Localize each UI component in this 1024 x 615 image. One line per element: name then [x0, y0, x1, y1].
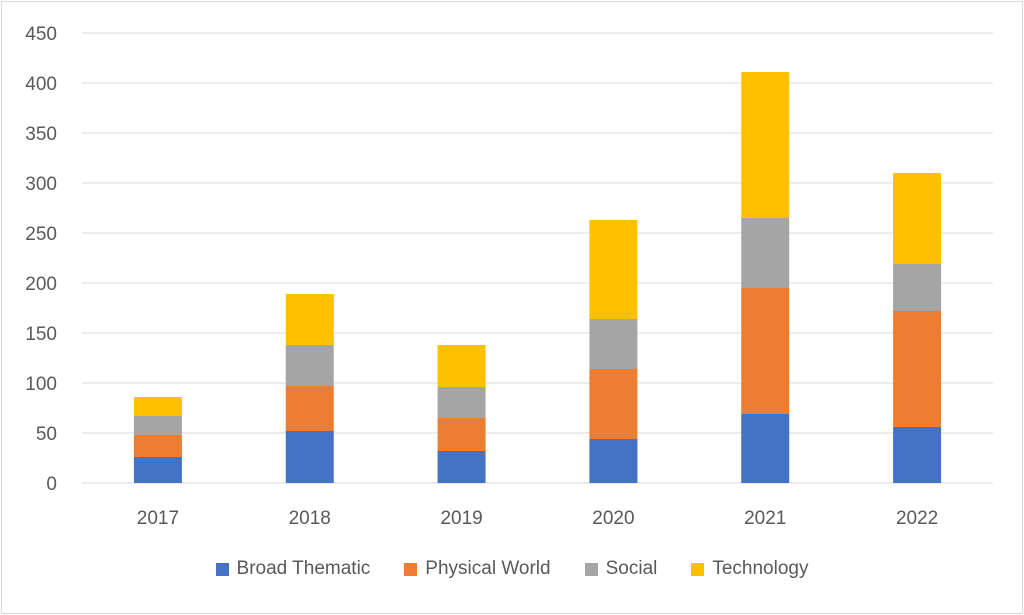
- bar-segment: [589, 319, 638, 369]
- legend-swatch: [404, 562, 418, 576]
- x-tick-label: 2022: [896, 508, 938, 529]
- bar-segment: [133, 416, 182, 435]
- y-tick-label: 350: [25, 124, 57, 145]
- bar-segment: [741, 218, 790, 288]
- x-tick-label: 2021: [744, 508, 786, 529]
- legend-label: Social: [605, 558, 658, 579]
- y-tick-label: 450: [25, 24, 57, 45]
- bar-segment: [285, 294, 334, 345]
- y-tick-label: 100: [25, 374, 57, 395]
- bar-segment: [437, 451, 486, 483]
- legend-label: Technology: [712, 558, 809, 579]
- bar-segment: [437, 345, 486, 387]
- bar-segment: [437, 418, 486, 451]
- y-tick-label: 250: [25, 224, 57, 245]
- bar-segment: [589, 220, 638, 319]
- x-tick-label: 2020: [592, 508, 634, 529]
- legend-item: Physical World: [404, 558, 551, 580]
- bar-segment: [741, 414, 790, 483]
- legend-label: Broad Thematic: [236, 558, 371, 579]
- bar-segment: [285, 431, 334, 483]
- bar-segment: [741, 288, 790, 414]
- chart-legend: Broad Thematic Physical World Social Techno…: [0, 558, 1024, 580]
- legend-swatch: [215, 562, 229, 576]
- bar-segment: [437, 387, 486, 418]
- legend-item: Broad Thematic: [215, 558, 371, 580]
- bar-segment: [893, 264, 942, 311]
- legend-item: Technology: [691, 558, 808, 580]
- x-tick-label: 2019: [440, 508, 482, 529]
- bar-segment: [133, 397, 182, 416]
- bar-segment: [589, 369, 638, 439]
- legend-swatch: [691, 562, 705, 576]
- bar-segment: [893, 311, 942, 427]
- bar-segment: [285, 345, 334, 386]
- legend-swatch: [584, 562, 598, 576]
- bar-segment: [893, 427, 942, 483]
- y-tick-label: 400: [25, 74, 57, 95]
- y-tick-label: 150: [25, 324, 57, 345]
- x-tick-label: 2017: [137, 508, 179, 529]
- bar-segment: [893, 173, 942, 264]
- bar-segment: [741, 72, 790, 218]
- bar-segment: [589, 439, 638, 483]
- bar-segment: [133, 435, 182, 457]
- x-tick-label: 2018: [289, 508, 331, 529]
- y-tick-label: 200: [25, 274, 57, 295]
- y-tick-label: 300: [25, 174, 57, 195]
- legend-label: Physical World: [425, 558, 551, 579]
- legend-item: Social: [584, 558, 658, 580]
- y-tick-label: 0: [46, 474, 57, 495]
- y-tick-label: 50: [36, 424, 57, 445]
- bar-segment: [285, 386, 334, 431]
- bar-segment: [133, 457, 182, 483]
